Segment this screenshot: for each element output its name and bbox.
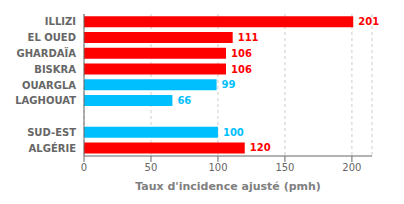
svg-text:LAGHOUAT: LAGHOUAT <box>15 95 76 106</box>
svg-text:120: 120 <box>250 142 271 153</box>
svg-text:50: 50 <box>145 162 158 173</box>
svg-text:150: 150 <box>275 162 294 173</box>
svg-text:EL OUED: EL OUED <box>28 32 76 43</box>
svg-text:100: 100 <box>208 162 227 173</box>
svg-text:Taux d'incidence ajusté (pmh): Taux d'incidence ajusté (pmh) <box>135 180 321 193</box>
svg-text:ALGÉRIE: ALGÉRIE <box>29 142 77 154</box>
svg-text:106: 106 <box>231 64 252 75</box>
svg-text:66: 66 <box>177 95 191 106</box>
svg-text:GHARDAÏA: GHARDAÏA <box>16 46 76 59</box>
svg-text:SUD-EST: SUD-EST <box>27 127 76 138</box>
svg-text:100: 100 <box>223 127 244 138</box>
svg-text:200: 200 <box>342 162 361 173</box>
svg-text:201: 201 <box>358 16 379 27</box>
svg-text:0: 0 <box>81 162 87 173</box>
svg-text:106: 106 <box>231 48 252 59</box>
svg-text:BISKRA: BISKRA <box>34 64 76 75</box>
svg-text:111: 111 <box>238 32 259 43</box>
svg-text:OUARGLA: OUARGLA <box>22 80 76 91</box>
svg-text:ILLIZI: ILLIZI <box>45 16 76 27</box>
svg-text:99: 99 <box>222 79 236 90</box>
